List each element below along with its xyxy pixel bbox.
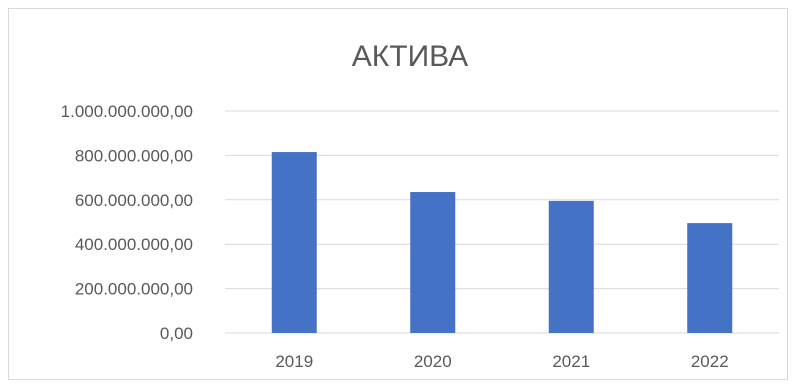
x-tick-label: 2019 [275, 352, 313, 371]
y-tick-label: 1.000.000.000,00 [61, 102, 193, 121]
gridlines [225, 110, 779, 334]
bar-2022 [687, 223, 733, 333]
x-tick-label: 2021 [552, 352, 590, 371]
bar-2019 [271, 152, 317, 333]
x-axis-tick-labels: 2019 2020 2021 2022 [275, 352, 728, 371]
y-tick-label: 600.000.000,00 [75, 191, 193, 210]
bars [271, 152, 733, 333]
y-tick-label: 400.000.000,00 [75, 235, 193, 254]
bar-2020 [410, 192, 456, 333]
chart-title: АКТИВА [352, 40, 468, 73]
chart-container: АКТИВА 0,00 200.000.000,00 400.000.000,00 6… [8, 8, 788, 380]
y-tick-label: 200.000.000,00 [75, 280, 193, 299]
bar-2021 [548, 200, 594, 333]
y-tick-label: 0,00 [160, 324, 193, 343]
x-tick-label: 2020 [414, 352, 452, 371]
bar-chart: АКТИВА 0,00 200.000.000,00 400.000.000,00 6… [61, 40, 779, 371]
x-tick-label: 2022 [691, 352, 729, 371]
y-axis-tick-labels: 0,00 200.000.000,00 400.000.000,00 600.000.… [61, 102, 193, 343]
y-tick-label: 800.000.000,00 [75, 146, 193, 165]
